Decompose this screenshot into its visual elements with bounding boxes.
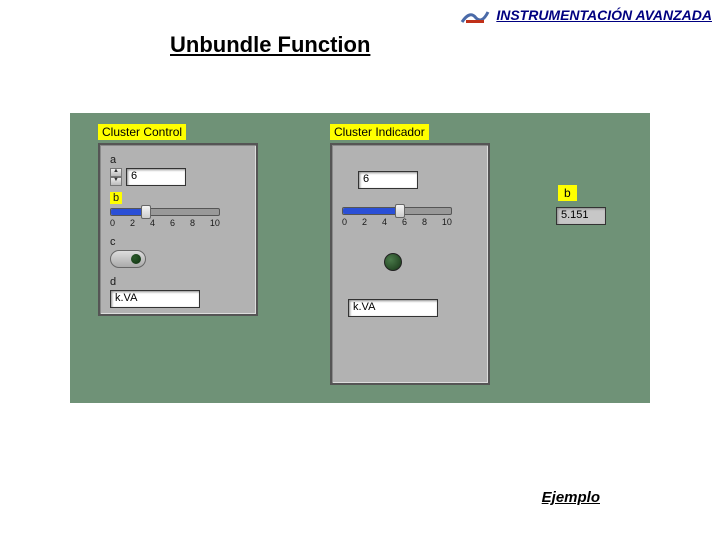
numeric-control-a[interactable]: ▲ ▼ 6 xyxy=(110,168,246,186)
field-c-label: c xyxy=(110,236,246,248)
field-d-label: d xyxy=(110,276,246,288)
field-b-label: b xyxy=(110,192,122,204)
toggle-control-c[interactable] xyxy=(110,250,146,268)
header-title: INSTRUMENTACIÓN AVANZADA xyxy=(496,7,712,23)
led-indicator xyxy=(384,253,402,271)
page-title: Unbundle Function xyxy=(170,32,720,58)
cluster-control-label: Cluster Control xyxy=(98,124,186,140)
cluster-indicador: Cluster Indicador 6 0 2 4 6 8 10 k.VA xyxy=(330,123,490,385)
cluster-indicador-frame: 6 0 2 4 6 8 10 k.VA xyxy=(330,143,490,385)
cluster-control-frame: a ▲ ▼ 6 b 0 2 4 6 8 xyxy=(98,143,258,316)
front-panel: Cluster Control a ▲ ▼ 6 b 0 2 4 xyxy=(70,113,650,403)
ejemplo-link[interactable]: Ejemplo xyxy=(542,489,600,506)
output-b-label: b xyxy=(558,185,577,201)
slider-b-ticks: 0 2 4 6 8 10 xyxy=(110,218,220,228)
slider-indicator: 0 2 4 6 8 10 xyxy=(342,207,478,227)
logo-icon xyxy=(460,4,490,26)
numeric-indicator: 6 xyxy=(358,171,418,189)
slider-indicator-ticks: 0 2 4 6 8 10 xyxy=(342,217,452,227)
output-b-value: 5.151 xyxy=(556,207,606,225)
cluster-control: Cluster Control a ▲ ▼ 6 b 0 2 4 xyxy=(98,123,258,316)
spinner-icon[interactable]: ▲ ▼ xyxy=(110,168,122,186)
string-indicator: k.VA xyxy=(348,299,438,317)
header: INSTRUMENTACIÓN AVANZADA xyxy=(0,0,720,30)
numeric-a-value[interactable]: 6 xyxy=(126,168,186,186)
string-control-d[interactable]: k.VA xyxy=(110,290,200,308)
cluster-indicador-label: Cluster Indicador xyxy=(330,124,429,140)
slider-control-b[interactable]: 0 2 4 6 8 10 xyxy=(110,208,246,228)
field-a-label: a xyxy=(110,154,246,166)
